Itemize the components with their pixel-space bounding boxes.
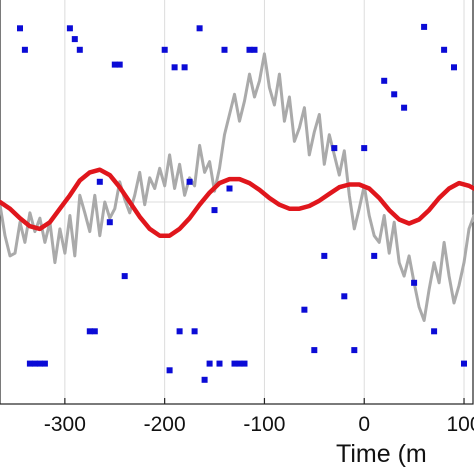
plot-frame — [0, 0, 474, 405]
x-axis-title: Time (m — [336, 440, 427, 468]
scatter-point — [121, 273, 128, 280]
scatter-point — [441, 46, 448, 53]
scatter-point — [321, 252, 328, 259]
scatter-point — [161, 46, 168, 53]
x-tick-label: -200 — [144, 413, 186, 436]
scatter-point — [226, 185, 233, 192]
scatter-point — [236, 360, 243, 367]
x-tick-label: 0 — [358, 413, 370, 436]
scatter-point — [196, 25, 203, 32]
scatter-point — [86, 328, 93, 335]
scatter-point — [17, 25, 23, 32]
scatter-point — [176, 328, 183, 335]
scatter-point — [391, 91, 398, 98]
scatter-point — [451, 64, 457, 71]
x-tick-label: -100 — [243, 413, 285, 436]
scatter-point — [31, 360, 38, 367]
scatter-point — [171, 64, 178, 71]
scatter-point — [201, 376, 208, 383]
scatter-point — [246, 46, 253, 53]
scatter-point — [411, 279, 418, 286]
series-layer — [0, 23, 474, 383]
x-tick-label: 100 — [446, 413, 474, 436]
gridlines — [0, 0, 474, 404]
scatter-point — [301, 306, 308, 313]
scatter-point — [66, 25, 73, 32]
scatter-point — [371, 252, 378, 259]
scatter-point — [166, 367, 173, 374]
scatter-point — [231, 360, 238, 367]
scatter-point — [96, 178, 103, 185]
scatter-point — [351, 347, 358, 354]
scatter-point — [106, 219, 113, 226]
scatter-point — [116, 61, 123, 68]
scatter-point — [251, 46, 258, 53]
fit-line-series — [0, 167, 474, 238]
x-axis-ticks: -300 -200 -100 0 100 — [44, 398, 474, 436]
scatter-point — [216, 360, 223, 367]
scatter-point — [36, 360, 43, 367]
scatter-point — [381, 77, 388, 84]
scatter-point — [111, 61, 118, 68]
scatter-point — [41, 360, 48, 367]
scatter-point — [206, 360, 213, 367]
scatter-point — [431, 328, 438, 335]
scatter-point — [71, 36, 78, 43]
scatter-point — [76, 46, 83, 53]
scatter-point — [331, 145, 338, 152]
scatter-point — [361, 145, 368, 152]
scatter-point — [21, 46, 28, 53]
scatter-point — [341, 293, 348, 300]
scatter-point — [191, 328, 198, 335]
scatter-point — [26, 360, 33, 367]
x-tick-label: -300 — [44, 413, 86, 436]
scatter-point — [461, 360, 467, 367]
signal-line-series — [0, 52, 474, 322]
scatter-point — [181, 64, 188, 71]
scatter-point — [91, 328, 98, 335]
scatter-point — [421, 23, 428, 30]
scatter-point — [311, 347, 318, 354]
scatter-point — [401, 104, 408, 111]
scatter-point — [221, 46, 228, 53]
scatter-point — [211, 207, 218, 214]
scatter-point — [186, 178, 193, 185]
scatter-point — [241, 360, 248, 367]
